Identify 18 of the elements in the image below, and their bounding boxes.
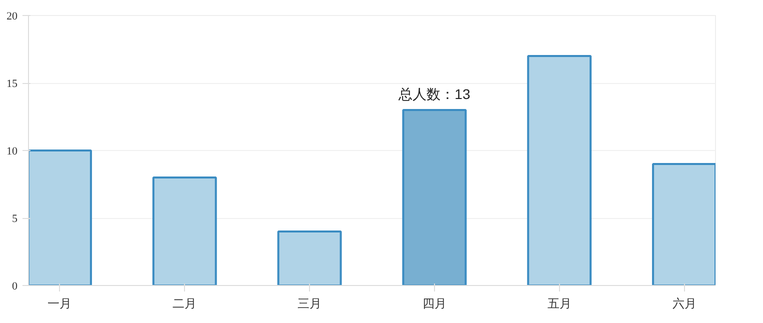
bar	[28, 150, 92, 286]
y-tick-label: 5	[12, 213, 18, 225]
y-tick-label: 0	[12, 280, 18, 292]
y-tick-label: 10	[6, 146, 18, 158]
x-tick-label: 五月	[547, 296, 572, 310]
annotation: 总人数：13	[398, 86, 470, 102]
bar	[152, 176, 217, 286]
x-tick-label: 三月	[298, 296, 322, 310]
bar	[402, 109, 467, 286]
bar	[652, 163, 716, 286]
bar	[277, 230, 342, 286]
x-tick-label: 六月	[672, 296, 696, 310]
x-tick-label: 四月	[422, 296, 446, 310]
bar	[527, 55, 592, 286]
y-tick-label: 15	[6, 78, 18, 90]
x-tick-label: 一月	[48, 296, 72, 310]
y-tick-label: 20	[6, 10, 18, 22]
x-tick-label: 二月	[172, 296, 197, 310]
